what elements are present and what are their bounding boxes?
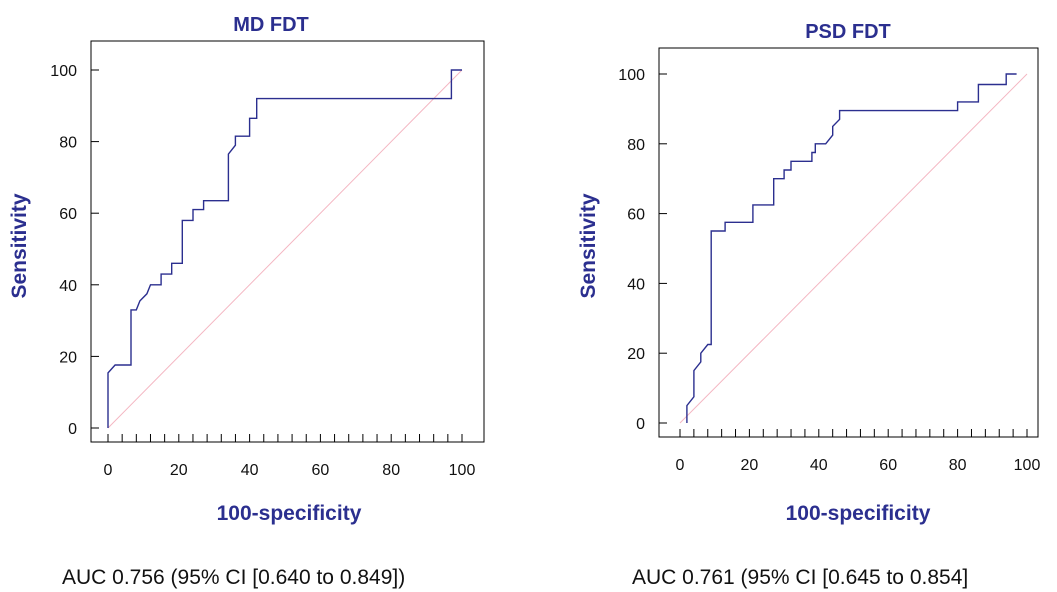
y-tick-label: 40 [59,278,77,295]
roc-chart-psd-fdt: PSD FDT 0 20 40 60 80 100 0 20 40 60 80 100 Sensit… [577,21,1040,525]
x-tick-label: 100 [449,462,476,479]
x-tick-label: 100 [1014,457,1041,474]
x-axis-label: 100-specificity [786,502,931,525]
auc-caption-md-fdt: AUC 0.756 (95% CI [0.640 to 0.849]) [62,566,406,589]
y-tick-label: 80 [627,137,645,154]
x-tick-label: 20 [170,462,188,479]
y-tick-label: 100 [618,67,645,84]
y-tick-label: 100 [50,63,77,80]
plot-frame [658,47,1039,438]
x-tick-label: 80 [949,457,967,474]
x-tick-label: 0 [104,462,113,479]
y-axis-label: Sensitivity [8,193,31,298]
plot-frame [90,40,485,443]
x-tick-label: 40 [810,457,828,474]
x-tick-label: 0 [676,457,685,474]
y-axis-label: Sensitivity [577,193,600,298]
y-tick-label: 20 [59,349,77,366]
reference-diagonal [679,73,1028,424]
chart-title: PSD FDT [805,21,891,43]
roc-curve [686,73,1017,423]
roc-chart-md-fdt: MD FDT 0 20 40 60 80 100 0 20 40 60 80 100 Sensiti… [8,14,485,525]
y-tick-label: 0 [68,421,77,438]
y-tick-label: 0 [636,416,645,433]
reference-diagonal [107,69,463,429]
y-tick-label: 60 [627,207,645,224]
chart-title: MD FDT [233,14,309,36]
x-tick-label: 40 [241,462,259,479]
x-tick-label: 60 [312,462,330,479]
y-tick-label: 60 [59,206,77,223]
y-axis: 0 20 40 60 80 100 [618,67,667,433]
x-tick-label: 80 [382,462,400,479]
y-axis: 0 20 40 60 80 100 [50,63,99,438]
x-axis: 0 20 40 60 80 100 [104,434,476,479]
y-tick-label: 20 [627,346,645,363]
x-axis-label: 100-specificity [217,502,362,525]
x-axis: 0 20 40 60 80 100 [676,429,1041,474]
auc-caption-psd-fdt: AUC 0.761 (95% CI [0.645 to 0.854] [632,566,969,589]
y-tick-label: 80 [59,135,77,152]
roc-curve [107,69,462,428]
y-tick-label: 40 [627,276,645,293]
x-tick-label: 60 [879,457,897,474]
x-tick-label: 20 [741,457,759,474]
